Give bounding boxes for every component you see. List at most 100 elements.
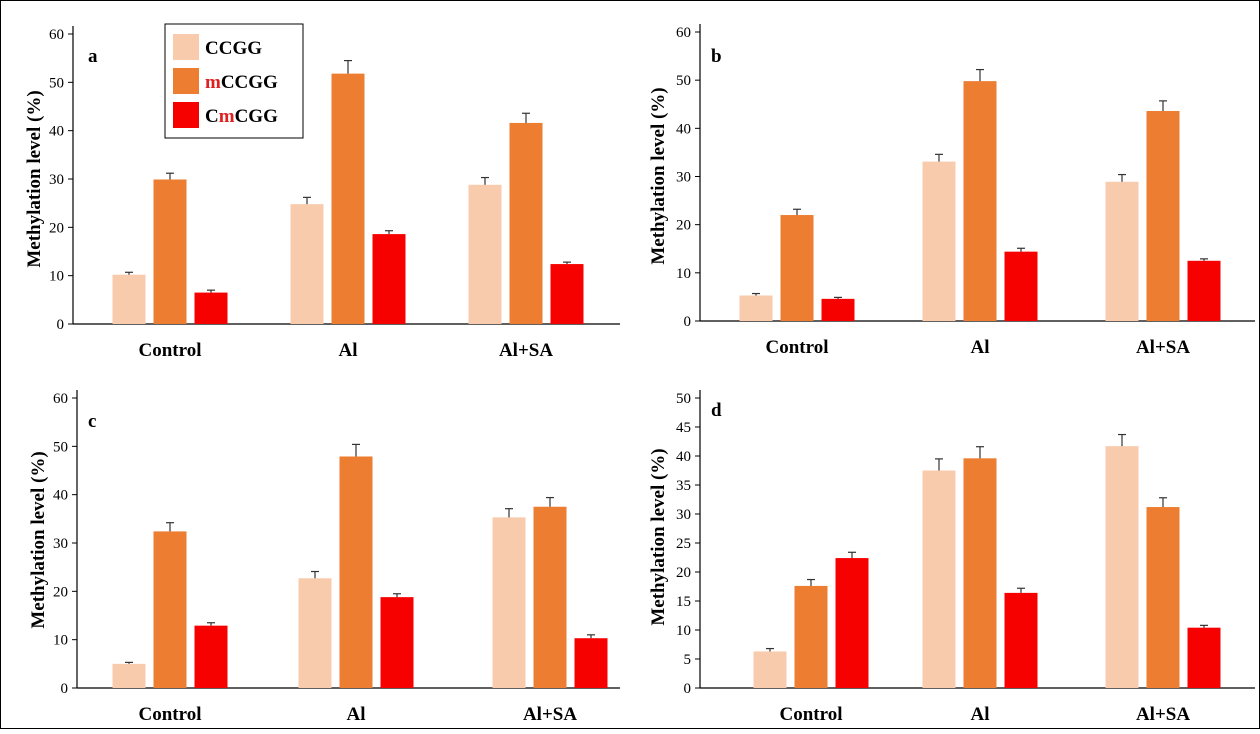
error-bar bbox=[1200, 624, 1208, 628]
y-tick-label: 40 bbox=[53, 488, 68, 504]
bar-mccgg-control bbox=[780, 215, 814, 321]
legend-swatch bbox=[173, 34, 199, 60]
y-tick-label: 60 bbox=[676, 25, 691, 41]
error-bar bbox=[207, 289, 215, 293]
bar-ccgg-al bbox=[298, 578, 332, 688]
error-bar bbox=[752, 292, 760, 296]
panel-d: 0 5 10 15 20 25 30 35 40 45 50 Methylation level (%… bbox=[648, 390, 1255, 725]
y-tick-label: 40 bbox=[676, 449, 691, 465]
bar-ccgg-control bbox=[112, 663, 146, 688]
legend-swatch bbox=[173, 68, 199, 94]
error-bar bbox=[1118, 173, 1126, 182]
bar-cmcgg-alsa bbox=[550, 264, 584, 324]
bar-mccgg-al bbox=[963, 81, 997, 321]
y-tick-label: 40 bbox=[676, 121, 691, 137]
error-bar bbox=[125, 271, 133, 275]
bar-cmcgg-control bbox=[821, 298, 855, 321]
panel-b: 0 10 20 30 40 50 60 Methylation level (%) b Contr… bbox=[648, 24, 1255, 358]
x-category-label: Al bbox=[971, 337, 990, 358]
error-bar bbox=[807, 578, 815, 586]
error-bar bbox=[834, 296, 842, 299]
bar-ccgg-alsa bbox=[492, 517, 526, 688]
bar-cmcgg-al bbox=[380, 597, 414, 688]
error-bar bbox=[546, 496, 554, 507]
panel-a: 0 10 20 30 40 50 60 Methylation level (%) a Contr… bbox=[24, 26, 620, 361]
bar-mccgg-alsa bbox=[1146, 110, 1180, 321]
panel-letter: d bbox=[711, 400, 722, 421]
y-tick-label: 30 bbox=[676, 170, 691, 186]
y-axis-label: Methylation level (%) bbox=[648, 448, 669, 625]
y-tick-label: 20 bbox=[676, 218, 691, 234]
x-category-label: Control bbox=[780, 704, 843, 725]
bar-mccgg-alsa bbox=[509, 122, 543, 324]
error-bar bbox=[303, 196, 311, 205]
error-bar bbox=[563, 261, 571, 265]
panel-letter: a bbox=[88, 46, 98, 67]
bar-mccgg-al bbox=[339, 456, 373, 688]
error-bar bbox=[344, 59, 352, 74]
legend-label: CCGG bbox=[205, 38, 262, 59]
bar-cmcgg-control bbox=[835, 558, 869, 688]
y-tick-label: 20 bbox=[49, 220, 64, 236]
bar-ccgg-al bbox=[922, 470, 956, 688]
y-tick-label: 30 bbox=[676, 507, 691, 523]
bar-ccgg-alsa bbox=[468, 184, 502, 324]
bar-cmcgg-control bbox=[194, 625, 228, 688]
y-tick-label: 0 bbox=[61, 681, 69, 697]
bar-ccgg-control bbox=[112, 274, 146, 324]
y-tick-label: 25 bbox=[676, 536, 691, 552]
y-tick-label: 30 bbox=[49, 172, 64, 188]
y-tick-label: 10 bbox=[676, 623, 691, 639]
y-tick-label: 50 bbox=[676, 391, 691, 407]
error-bar bbox=[1118, 433, 1126, 447]
error-bar bbox=[352, 443, 360, 457]
bar-ccgg-al bbox=[922, 161, 956, 321]
x-category-label: Al+SA bbox=[1136, 704, 1190, 725]
y-tick-label: 60 bbox=[53, 391, 68, 407]
y-tick-label: 45 bbox=[676, 420, 691, 436]
y-tick-label: 20 bbox=[676, 565, 691, 581]
error-bar bbox=[166, 522, 174, 532]
bar-ccgg-alsa bbox=[1105, 446, 1139, 688]
y-tick-label: 50 bbox=[53, 439, 68, 455]
panel-letter: c bbox=[88, 411, 96, 432]
error-bar bbox=[1017, 587, 1025, 593]
bar-cmcgg-alsa bbox=[574, 638, 608, 688]
bar-mccgg-control bbox=[153, 531, 187, 688]
bar-mccgg-al bbox=[331, 73, 365, 324]
error-bar bbox=[207, 622, 215, 626]
y-tick-label: 5 bbox=[684, 652, 692, 668]
y-tick-label: 60 bbox=[49, 27, 64, 43]
error-bar bbox=[1159, 100, 1167, 111]
y-tick-label: 15 bbox=[676, 594, 691, 610]
error-bar bbox=[976, 68, 984, 82]
x-category-label: Al+SA bbox=[499, 340, 553, 361]
bar-mccgg-alsa bbox=[1146, 507, 1180, 688]
error-bar bbox=[481, 176, 489, 185]
error-bar bbox=[505, 508, 513, 518]
legend-label: mCCGG bbox=[205, 72, 278, 93]
bar-cmcgg-alsa bbox=[1187, 627, 1221, 688]
x-category-label: Al+SA bbox=[523, 704, 577, 725]
error-bar bbox=[166, 172, 174, 180]
y-tick-label: 50 bbox=[49, 75, 64, 91]
legend-swatch bbox=[173, 102, 199, 128]
error-bar bbox=[935, 458, 943, 471]
panel-c: 0 10 20 30 40 50 60 Methylation level (%) c Contr… bbox=[28, 390, 620, 725]
error-bar bbox=[1159, 497, 1167, 508]
y-tick-label: 35 bbox=[676, 478, 691, 494]
bar-ccgg-al bbox=[290, 204, 324, 324]
error-bar bbox=[385, 230, 393, 235]
x-category-label: Al bbox=[347, 704, 366, 725]
x-category-label: Control bbox=[766, 337, 829, 358]
y-tick-label: 0 bbox=[684, 681, 692, 697]
y-tick-label: 0 bbox=[684, 314, 692, 330]
bar-mccgg-al bbox=[963, 458, 997, 688]
x-category-label: Control bbox=[139, 340, 202, 361]
y-tick-label: 0 bbox=[57, 317, 65, 333]
error-bar bbox=[393, 593, 401, 598]
legend: CCGG mCCGG CmCGG bbox=[164, 23, 304, 139]
error-bar bbox=[935, 153, 943, 162]
